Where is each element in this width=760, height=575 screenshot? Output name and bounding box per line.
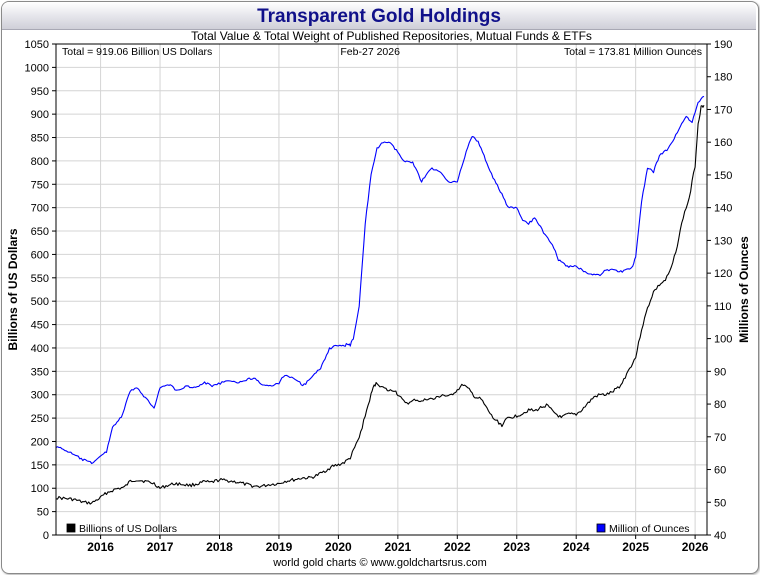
y-right-tick-label: 140 — [714, 203, 732, 215]
y-left-tick-label: 800 — [31, 156, 49, 168]
y-left-tick-label: 700 — [31, 203, 49, 215]
chart-subtitle: Total Value & Total Weight of Published … — [191, 29, 592, 43]
y-left-axis-label: Billions of US Dollars — [6, 228, 20, 350]
x-tick-label: 2021 — [384, 540, 411, 554]
y-left-tick-label: 300 — [31, 390, 49, 402]
y-left-tick-label: 450 — [31, 320, 49, 332]
y-right-tick-label: 130 — [714, 235, 732, 247]
total-weight-label: Total = 173.81 Million Ounces — [564, 46, 702, 58]
x-tick-label: 2017 — [147, 540, 174, 554]
y-right-tick-label: 100 — [714, 334, 732, 346]
y-left-tick-label: 150 — [31, 460, 49, 472]
y-left-tick-label: 100 — [31, 483, 49, 495]
y-left-tick-label: 400 — [31, 343, 49, 355]
y-right-tick-label: 160 — [714, 137, 732, 149]
y-right-tick-label: 120 — [714, 268, 732, 280]
title-bar: Transparent Gold Holdings — [2, 2, 756, 30]
plot-area — [56, 44, 707, 535]
y-right-tick-label: 190 — [714, 39, 732, 51]
y-right-tick-label: 90 — [714, 366, 726, 378]
y-left-tick-label: 950 — [31, 86, 49, 98]
y-right-tick-label: 150 — [714, 170, 732, 182]
y-left-tick-label: 200 — [31, 436, 49, 448]
y-right-axis-label: Millions of Ounces — [737, 236, 751, 343]
y-left-tick-label: 1050 — [25, 39, 49, 51]
series-line-ounces — [55, 95, 705, 465]
y-right-tick-label: 110 — [714, 301, 732, 313]
y-right-tick-label: 180 — [714, 72, 732, 84]
x-tick-label: 2018 — [206, 540, 233, 554]
x-tick-label: 2020 — [325, 540, 352, 554]
legend-swatch-ounces — [596, 523, 606, 533]
y-right-tick-label: 70 — [714, 432, 726, 444]
y-left-tick-label: 250 — [31, 413, 49, 425]
y-left-tick-label: 850 — [31, 133, 49, 145]
x-tick-label: 2026 — [682, 540, 709, 554]
y-left-tick-label: 650 — [31, 226, 49, 238]
x-tick-label: 2016 — [87, 540, 114, 554]
x-tick-label: 2024 — [563, 540, 590, 554]
y-right-tick-label: 50 — [714, 497, 726, 509]
y-left-tick-label: 50 — [37, 507, 49, 519]
y-right-tick-label: 40 — [714, 530, 726, 542]
y-left-tick-label: 600 — [31, 249, 49, 261]
x-tick-label: 2022 — [444, 540, 471, 554]
total-value-label: Total = 919.06 Billion US Dollars — [62, 46, 212, 58]
legend-swatch-usd — [66, 523, 76, 533]
y-left-tick-label: 550 — [31, 273, 49, 285]
y-right-tick-label: 80 — [714, 399, 726, 411]
series-line-usd — [55, 105, 705, 505]
y-left-tick-label: 900 — [31, 109, 49, 121]
y-right-tick-label: 170 — [714, 104, 732, 116]
y-left-tick-label: 0 — [43, 530, 49, 542]
y-right-tick-label: 60 — [714, 465, 726, 477]
plot-border — [55, 43, 708, 536]
y-left-tick-label: 750 — [31, 179, 49, 191]
chart-title: Transparent Gold Holdings — [257, 6, 501, 27]
y-left-tick-label: 1000 — [25, 62, 49, 74]
y-left-tick-label: 350 — [31, 366, 49, 378]
footer-credit: world gold charts © www.goldchartsrus.co… — [273, 557, 487, 569]
y-left-tick-label: 500 — [31, 296, 49, 308]
x-tick-label: 2023 — [503, 540, 530, 554]
legend-label-usd: Billions of US Dollars — [79, 523, 177, 535]
date-label: Feb-27 2026 — [340, 46, 400, 58]
x-tick-label: 2019 — [266, 540, 293, 554]
x-tick-label: 2025 — [622, 540, 649, 554]
legend-label-ounces: Million of Ounces — [609, 523, 690, 535]
